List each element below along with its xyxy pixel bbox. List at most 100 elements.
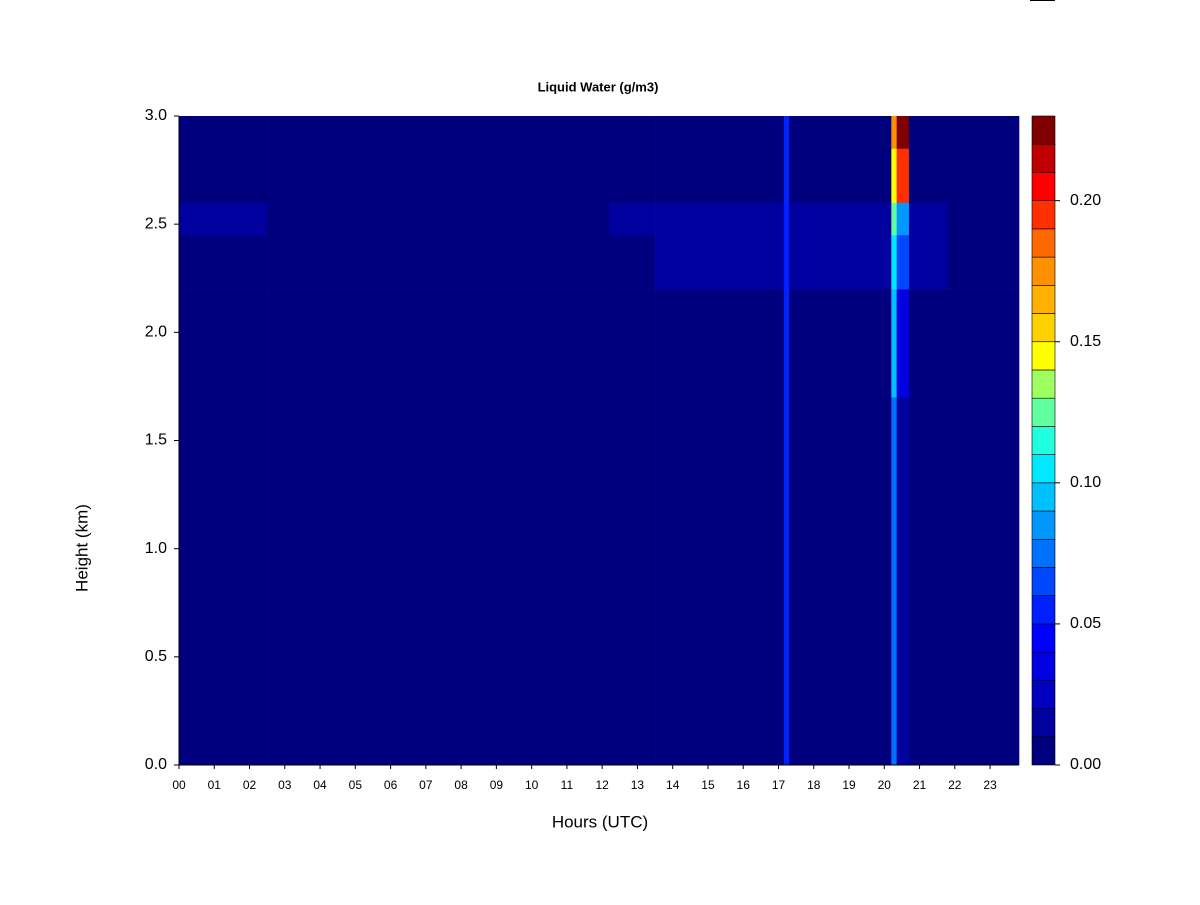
colorbar-band [1031, 115, 1056, 145]
heatmap-cell [891, 202, 897, 236]
colorbar-band [1031, 313, 1056, 343]
colorbar-band [1031, 736, 1056, 766]
heatmap-cell [908, 289, 949, 398]
heatmap-cell [655, 116, 785, 149]
heatmap-cell [609, 116, 656, 149]
heatmap-cell [891, 397, 897, 766]
y-tick-label: 1.0 [145, 540, 167, 557]
heatmap-cell [783, 202, 790, 236]
colorbar-tick-label: 0.00 [1070, 756, 1101, 773]
heatmap-cell [896, 397, 910, 766]
heatmap-cell [179, 202, 268, 236]
heatmap-cell [789, 148, 892, 203]
heatmap-cell [789, 234, 892, 290]
heatmap-cell [947, 116, 1020, 149]
heatmap-cell [908, 397, 949, 766]
colorbar-band [1031, 172, 1056, 201]
y-tick-label: 2.0 [145, 324, 167, 341]
heatmap-cell [267, 148, 610, 203]
heatmap-cell [891, 148, 897, 203]
heatmap-cell [891, 116, 897, 149]
colorbar-band [1031, 538, 1056, 568]
colorbar-band [1031, 397, 1056, 427]
heatmap-cell [267, 202, 610, 236]
y-tick-label: 0.5 [145, 648, 167, 665]
heatmap-cell [947, 234, 1020, 290]
x-tick-label: 13 [631, 778, 645, 792]
heatmap-cell [896, 148, 910, 203]
heatmap-cell [179, 289, 268, 398]
x-tick-label: 15 [701, 778, 715, 792]
x-tick-label: 19 [842, 778, 856, 792]
colorbar-tick-label: 0.15 [1070, 333, 1101, 350]
x-tick-label: 05 [349, 778, 363, 792]
x-tick-label: 08 [454, 778, 468, 792]
x-axis-label: Hours (UTC) [552, 812, 648, 831]
heatmap-cell [609, 397, 656, 766]
colorbar-band [1031, 680, 1056, 709]
colorbar-band [1031, 143, 1056, 173]
heatmap-cell [783, 234, 790, 290]
heatmap-cell [947, 202, 1020, 236]
heatmap-cell [655, 148, 785, 203]
heatmap-cell [609, 234, 656, 290]
heatmap-cell [179, 397, 268, 766]
x-tick-label: 07 [419, 778, 433, 792]
heatmap-cell [789, 116, 892, 149]
colorbar-band [1031, 200, 1056, 230]
x-tick-label: 12 [595, 778, 609, 792]
heatmap-cell [783, 289, 790, 398]
heatmap-cell [783, 116, 790, 149]
heatmap-cell [267, 289, 610, 398]
heatmap-cell [655, 397, 785, 766]
heatmap-cell [179, 234, 268, 290]
x-tick-label: 22 [948, 778, 962, 792]
colorbar-tick-label: 0.10 [1070, 474, 1101, 491]
heatmap-cell [896, 289, 910, 398]
heatmap-cell [267, 397, 610, 766]
heatmap-cell [179, 116, 268, 149]
x-tick-label: 04 [313, 778, 327, 792]
x-tick-label: 06 [384, 778, 398, 792]
x-tick-label: 09 [490, 778, 504, 792]
x-tick-label: 03 [278, 778, 292, 792]
colorbar-band [1031, 454, 1056, 484]
x-tick-label: 00 [172, 778, 186, 792]
heatmap-cell [783, 148, 790, 203]
heatmap-cell [947, 397, 1020, 766]
heatmap-cell [655, 289, 785, 398]
heatmap-cell [609, 148, 656, 203]
heatmap-cell [896, 116, 910, 149]
heatmap-cell [891, 234, 897, 290]
heatmap-cell [908, 202, 949, 236]
colorbar-band [1031, 623, 1056, 653]
x-tick-label: 23 [983, 778, 997, 792]
chart-title: Liquid Water (g/m3) [538, 79, 659, 94]
colorbar-band [1031, 510, 1056, 540]
x-tick-label: 11 [561, 778, 574, 792]
x-tick-label: 01 [208, 778, 222, 792]
y-tick-label: 1.5 [145, 432, 167, 449]
colorbar-band [1031, 651, 1056, 681]
colorbar-band [1031, 256, 1056, 286]
heatmap-cell [783, 397, 790, 766]
heatmap-cell [896, 234, 910, 290]
colorbar-tick-label: 0.05 [1070, 615, 1101, 632]
heatmap-cell [789, 289, 892, 398]
heatmap-cell [267, 116, 610, 149]
heatmap-cell [655, 234, 785, 290]
y-tick-label: 2.5 [145, 215, 167, 232]
heatmap-cell [655, 202, 785, 236]
y-tick-label: 0.0 [145, 756, 167, 773]
heatmap-cell [609, 289, 656, 398]
heatmap-cell [947, 148, 1020, 203]
heatmap-cell [947, 289, 1020, 398]
heatmap-cell [267, 234, 610, 290]
heatmap-cell [908, 234, 949, 290]
x-tick-label: 02 [243, 778, 257, 792]
colorbar-band [1031, 567, 1056, 596]
colorbar-band [1031, 426, 1056, 455]
colorbar-band [1031, 285, 1056, 314]
